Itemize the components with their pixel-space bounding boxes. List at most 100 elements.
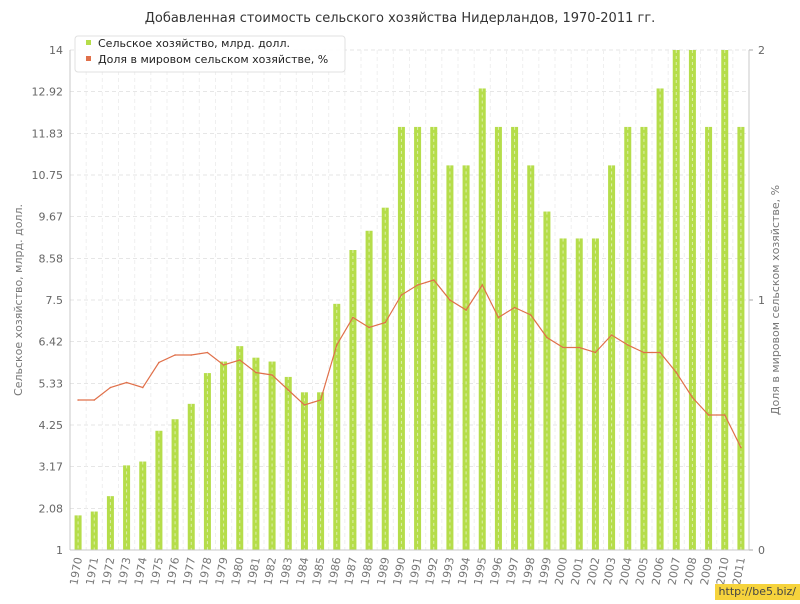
y-tick-label: 7.5 (46, 294, 64, 307)
x-tick-label: 2004 (617, 556, 635, 586)
legend-label-bars: Сельское хозяйство, млрд. долл. (98, 37, 290, 50)
line-point (319, 399, 322, 401)
x-tick-label: 1983 (278, 556, 296, 586)
line-point (610, 334, 613, 336)
x-tick-label: 1992 (423, 556, 441, 586)
x-tick-label: 1981 (245, 556, 263, 586)
bar (203, 373, 211, 550)
chart-title: Добавленная стоимость сельского хозяйств… (145, 11, 656, 26)
line-point (740, 446, 742, 449)
line-point (77, 399, 79, 401)
x-tick-label: 1975 (148, 556, 166, 586)
bar (672, 50, 680, 550)
x-tick-label: 1980 (229, 556, 247, 586)
x-tick-label: 2005 (633, 556, 651, 586)
y2-axis-label: Доля в мировом сельском хозяйстве, % (769, 185, 782, 415)
line-point (109, 386, 112, 389)
line-point (675, 371, 678, 374)
bar (74, 515, 82, 550)
y-axis-label: Сельское хозяйство, млрд. долл. (12, 204, 25, 396)
line-point (562, 346, 564, 349)
x-tick-label: 1994 (455, 556, 473, 586)
line-point (368, 326, 370, 329)
line-point (238, 359, 241, 361)
line-point (255, 371, 257, 374)
line-point (626, 344, 629, 346)
y-tick-label: 4.25 (39, 419, 64, 432)
x-tick-label: 1988 (358, 556, 376, 586)
axes: 1 2.08 3.17 4.25 5.33 6.42 7.5 8.58 9.67 10.75 11.… (32, 44, 766, 586)
x-tick-label: 1990 (391, 556, 409, 586)
x-tick-label: 1971 (84, 556, 102, 586)
bar (333, 303, 341, 550)
line-point (707, 414, 710, 416)
x-tick-label: 2006 (649, 556, 667, 586)
bar (171, 419, 179, 550)
bar (591, 238, 599, 550)
legend-label-line: Доля в мировом сельском хозяйстве, % (98, 53, 328, 66)
y2-tick-label: 1 (758, 294, 765, 307)
line-point (400, 294, 403, 296)
line-point (497, 316, 500, 319)
line-point (93, 399, 96, 401)
line-point (449, 299, 451, 301)
y-tick-label: 2.08 (39, 502, 64, 515)
line-point (303, 404, 306, 406)
watermark: http://be5.biz/ (714, 584, 800, 600)
bar (721, 50, 729, 550)
line-point (190, 354, 193, 356)
x-tick-label: 1970 (67, 556, 85, 586)
line-point (206, 351, 209, 354)
x-tick-label: 1974 (132, 556, 150, 586)
x-tick-label: 2010 (714, 556, 732, 586)
x-tick-label: 1972 (100, 556, 118, 586)
line-point (335, 344, 338, 346)
x-tick-label: 1982 (261, 556, 279, 586)
legend-swatch-line (86, 56, 91, 61)
y-tick-label: 11.83 (32, 127, 64, 140)
line-point (578, 346, 581, 349)
line-point (481, 284, 484, 286)
x-tick-label: 2002 (585, 556, 603, 586)
y-tick-label: 8.58 (39, 252, 64, 265)
line-point (594, 351, 597, 354)
bar (268, 361, 276, 550)
bar (575, 238, 583, 550)
x-tick-label: 2008 (682, 556, 700, 586)
x-tick-label: 1973 (116, 556, 134, 586)
line-point (125, 381, 128, 384)
y-tick-label: 1 (56, 544, 63, 557)
x-tick-label: 1997 (504, 556, 522, 586)
x-tick-label: 1993 (439, 556, 457, 586)
line-point (659, 351, 661, 354)
x-tick-label: 2003 (601, 556, 619, 586)
x-tick-label: 1977 (181, 556, 199, 586)
bar (220, 361, 228, 550)
legend-background (74, 35, 346, 73)
y2-tick-label: 0 (758, 544, 765, 557)
x-tick-label: 1979 (213, 556, 231, 586)
bar (155, 430, 163, 550)
y-tick-label: 9.67 (39, 211, 64, 224)
line-point (546, 336, 548, 339)
line-point (271, 374, 273, 376)
x-tick-label: 1995 (472, 556, 490, 586)
bar (688, 50, 696, 550)
x-tick-label: 1984 (294, 556, 312, 586)
x-tick-label: 1985 (310, 556, 328, 586)
x-tick-label: 2007 (666, 556, 684, 586)
line-point (384, 321, 387, 324)
y-tick-label: 3.17 (39, 461, 64, 474)
x-tick-label: 1996 (488, 556, 506, 586)
line-point (416, 284, 419, 286)
line-point (141, 386, 144, 389)
grid (69, 49, 750, 551)
x-tick-label: 1989 (375, 556, 393, 586)
x-tick-label: 2009 (698, 556, 716, 586)
x-tick-label: 1999 (536, 556, 554, 586)
x-tick-label: 1976 (164, 556, 182, 586)
x-tick-label: 1987 (342, 556, 360, 586)
legend-swatch-bars (86, 40, 91, 45)
x-tick-label: 1978 (197, 556, 215, 586)
